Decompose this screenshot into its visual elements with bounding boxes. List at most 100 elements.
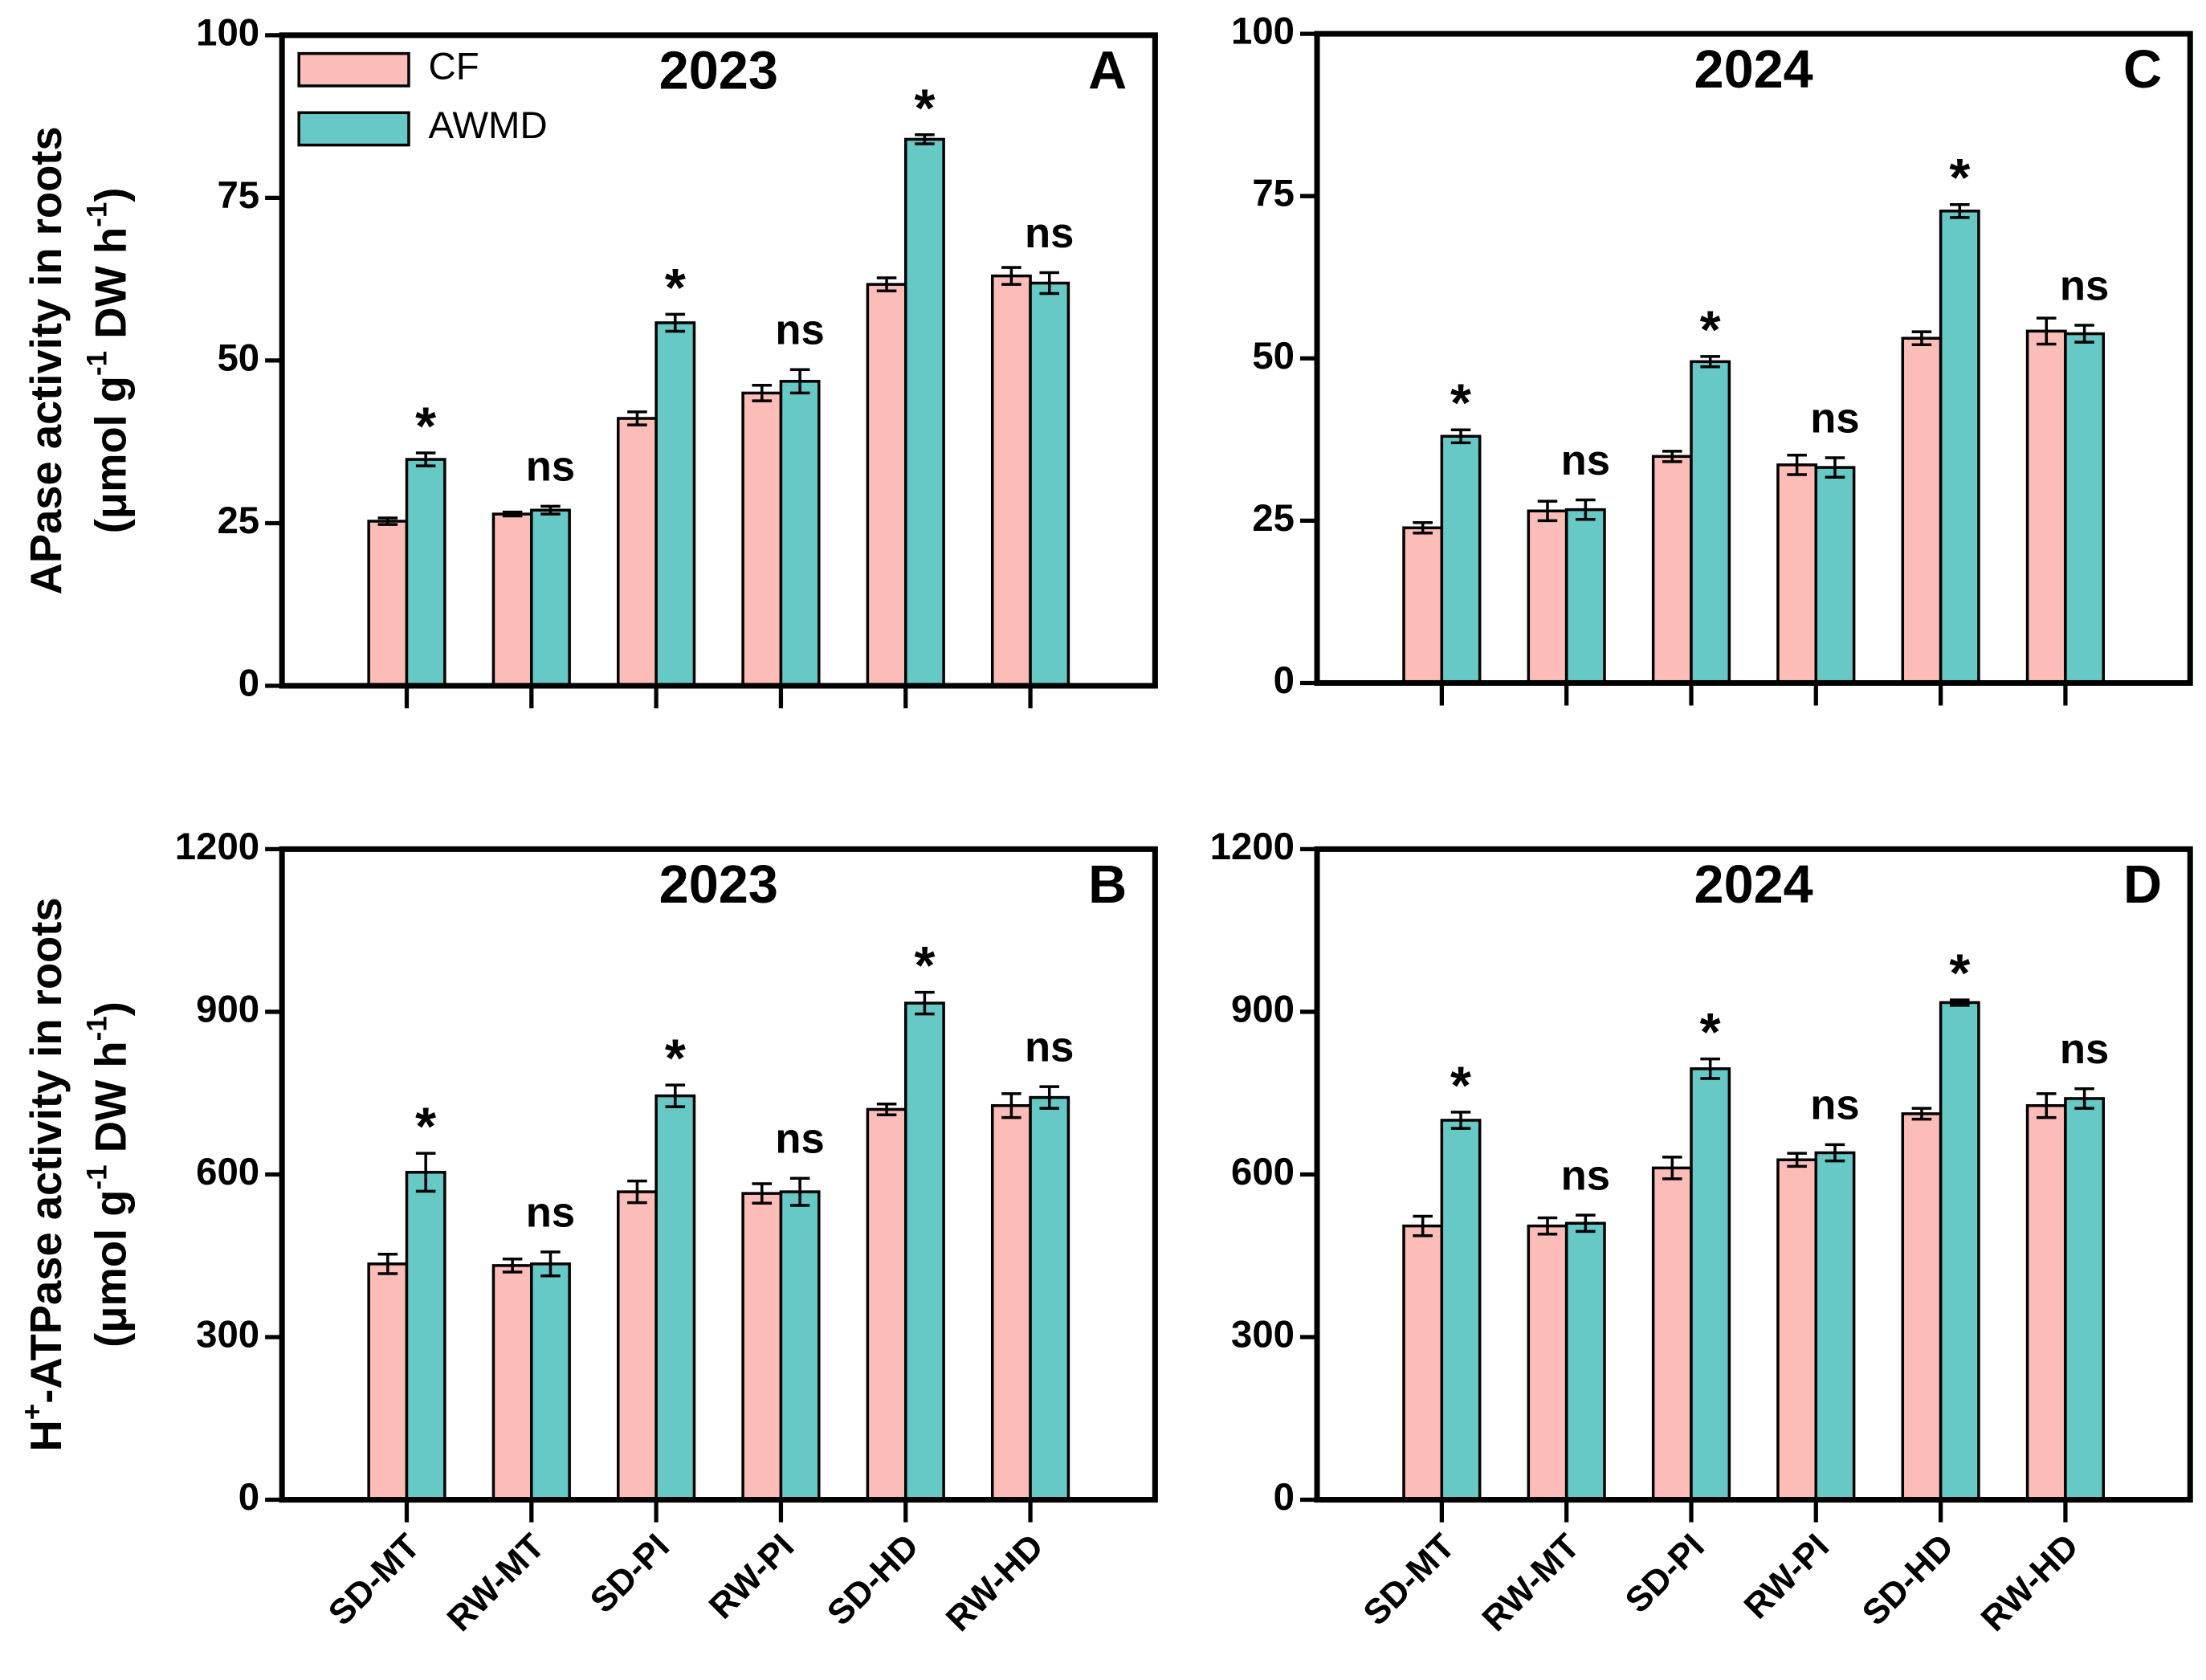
error-bar [1825, 1143, 1845, 1163]
y-axis-label-part: (μmol g [87, 1190, 136, 1348]
error-bar [502, 1258, 523, 1274]
y-tick-label: 0 [1274, 1476, 1295, 1519]
error-bar [627, 1179, 647, 1205]
significance-label: * [415, 1098, 436, 1157]
x-tick-label: RW-HD [1974, 1527, 2086, 1639]
y-axis-label-part: -1 [81, 1016, 112, 1041]
significance-label: * [1949, 149, 1970, 208]
error-bar [377, 516, 398, 526]
bar [1651, 455, 1693, 685]
error-bar [915, 990, 935, 1016]
y-tick-label: 25 [217, 500, 259, 542]
bar [617, 417, 658, 687]
y-axis-label-part: ) [87, 188, 136, 202]
bar [2025, 329, 2067, 685]
error-bar [1537, 500, 1558, 523]
bar [1527, 1224, 1568, 1502]
bar [1939, 210, 1980, 685]
significance-label: ns [1810, 394, 1859, 442]
error-bar [1911, 1107, 1932, 1121]
error-bar [1450, 1111, 1471, 1130]
significance-label: * [914, 936, 935, 996]
significance-label: * [665, 259, 686, 318]
plot-frame [1314, 31, 2193, 686]
error-bar [1039, 271, 1060, 296]
bar [1564, 1221, 1606, 1502]
significance-label: * [1450, 1056, 1471, 1115]
panel-title: 2023 [659, 42, 778, 101]
y-tick-label: 900 [196, 988, 259, 1030]
bar [1440, 434, 1482, 685]
y-tick-label: 600 [1231, 1151, 1295, 1193]
error-bar [1700, 355, 1720, 369]
error-bar [1001, 266, 1021, 286]
x-tick-label: RW-MT [1474, 1527, 1587, 1639]
bar [1690, 1067, 1731, 1502]
significance-label: * [415, 397, 436, 456]
bar [654, 1094, 696, 1502]
error-bar [1787, 1152, 1807, 1168]
panel-title: 2023 [659, 855, 778, 915]
y-tick-label: 300 [1231, 1314, 1295, 1356]
error-bar [502, 510, 523, 518]
y-axis-label: H+-ATPase activity in roots [17, 897, 71, 1451]
bar [990, 1103, 1032, 1502]
legend-swatch [297, 51, 410, 88]
error-bar [1576, 1213, 1596, 1233]
bar [779, 1190, 821, 1502]
x-tick-label: RW-PI [1736, 1527, 1837, 1627]
significance-label: ns [1025, 210, 1074, 257]
bar [367, 1262, 409, 1502]
error-bar [752, 1182, 773, 1205]
error-bar [540, 1250, 561, 1278]
y-tick-label: 0 [239, 1476, 259, 1519]
significance-label: ns [1561, 437, 1610, 484]
bar [990, 274, 1032, 687]
error-bar [1662, 1156, 1682, 1180]
y-tick-label: 50 [1252, 335, 1295, 377]
legend-swatch [297, 111, 410, 147]
bar [530, 508, 571, 687]
error-bar [665, 1083, 686, 1108]
plot-frame [279, 846, 1158, 1503]
bar [1527, 509, 1568, 685]
x-tick-label: SD-MT [1356, 1527, 1462, 1633]
x-tick-label: SD-PI [1617, 1527, 1711, 1621]
plot-frame [1314, 846, 2193, 1503]
error-bar [627, 410, 647, 426]
error-bar [876, 276, 897, 292]
bar [617, 1190, 658, 1502]
y-axis-label-part: ) [87, 1001, 136, 1016]
bar [1690, 360, 1731, 685]
x-tick-label: RW-MT [439, 1527, 552, 1639]
y-axis-label-part: -1 [81, 351, 112, 376]
panel-title: 2024 [1694, 40, 1813, 100]
bar [1029, 1095, 1070, 1502]
bar [1939, 1001, 1980, 1502]
error-bar [1039, 1085, 1060, 1110]
significance-label: * [1700, 1003, 1721, 1062]
error-bar [1537, 1216, 1558, 1236]
bar [2025, 1103, 2067, 1502]
panel-letter: B [1088, 855, 1127, 915]
bar [491, 1264, 533, 1502]
x-tick-label: SD-PI [583, 1527, 677, 1621]
error-bar [415, 451, 436, 467]
error-bar [1787, 453, 1807, 476]
error-bar [1413, 521, 1433, 535]
y-axis-label: (μmol g-1 DW h-1) [81, 188, 136, 534]
y-tick-label: 0 [1274, 659, 1295, 702]
significance-label: * [1700, 300, 1721, 360]
y-axis-label-part: + [17, 1404, 48, 1420]
error-bar [1662, 450, 1682, 463]
significance-label: * [665, 1030, 686, 1089]
x-tick-label: SD-HD [820, 1527, 927, 1633]
bar [2064, 1097, 2106, 1502]
bar [1776, 463, 1818, 685]
panel-letter: C [2123, 40, 2162, 100]
bar [741, 1192, 783, 1502]
significance-label: ns [2060, 262, 2109, 309]
significance-label: * [914, 79, 935, 138]
